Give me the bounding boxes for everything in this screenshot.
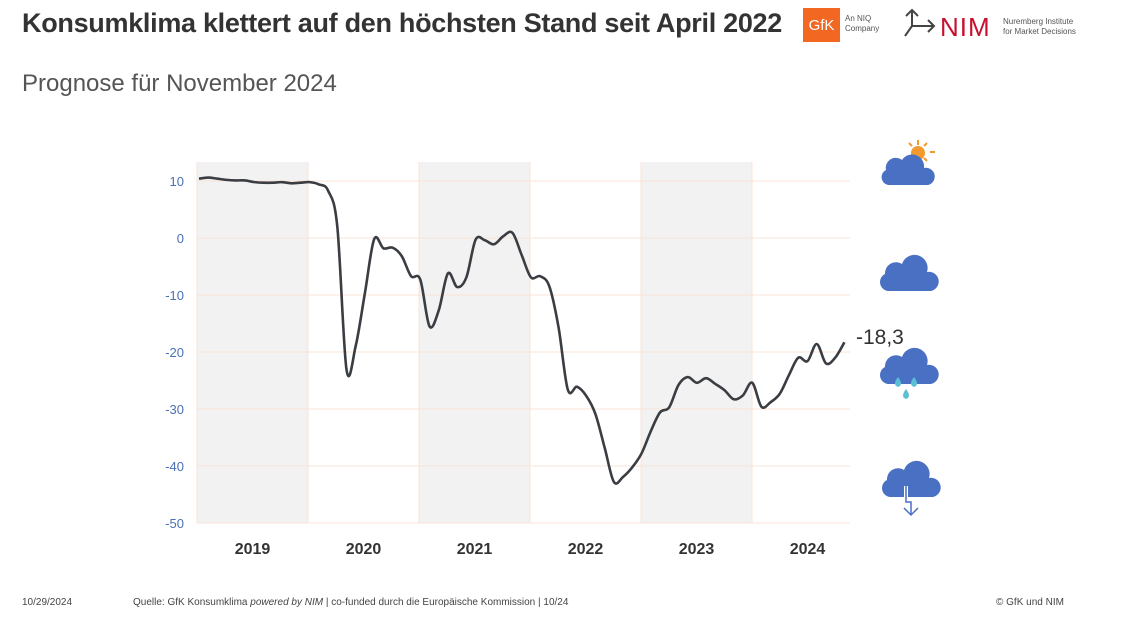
sun-cloud-icon (881, 140, 935, 185)
gfk-logo-caption: An NIQ Company (845, 14, 880, 33)
consumer-climate-line (198, 176, 846, 485)
y-tick-label: -40 (165, 459, 184, 474)
nim-arrow-icon (904, 8, 936, 37)
shaded-year-2019 (197, 162, 308, 523)
footer-source: Quelle: GfK Konsumklima powered by NIM |… (133, 597, 569, 608)
last-value-label: -18,3 (856, 326, 904, 349)
x-tick-label: 2024 (790, 541, 826, 558)
x-tick-label: 2023 (679, 541, 715, 558)
y-tick-label: 0 (177, 231, 184, 246)
downpour-cloud-icon (882, 460, 941, 518)
page-title: Konsumklima klettert auf den höchsten St… (22, 8, 782, 38)
chart-subtitle: Prognose für November 2024 (22, 70, 337, 97)
x-tick-label: 2020 (346, 541, 382, 558)
footer-date: 10/29/2024 (22, 597, 73, 608)
cloud-icon (880, 254, 939, 291)
x-tick-label: 2019 (235, 541, 271, 558)
y-tick-label: -50 (165, 516, 184, 531)
y-tick-label: -30 (165, 402, 184, 417)
footer-copyright: © GfK und NIM (996, 597, 1064, 608)
y-tick-label: -10 (165, 288, 184, 303)
x-tick-label: 2022 (568, 541, 604, 558)
gfk-logo: GfK (803, 8, 840, 42)
x-tick-label: 2021 (457, 541, 493, 558)
rain-cloud-icon (880, 347, 939, 399)
nim-logo: NIM (940, 12, 991, 42)
nim-logo-caption: Nuremberg Institute for Market Decisions (1003, 17, 1076, 36)
shaded-year-2023 (641, 162, 752, 523)
shaded-year-2021 (419, 162, 530, 523)
y-tick-label: 10 (170, 174, 184, 189)
y-tick-label: -20 (165, 345, 184, 360)
